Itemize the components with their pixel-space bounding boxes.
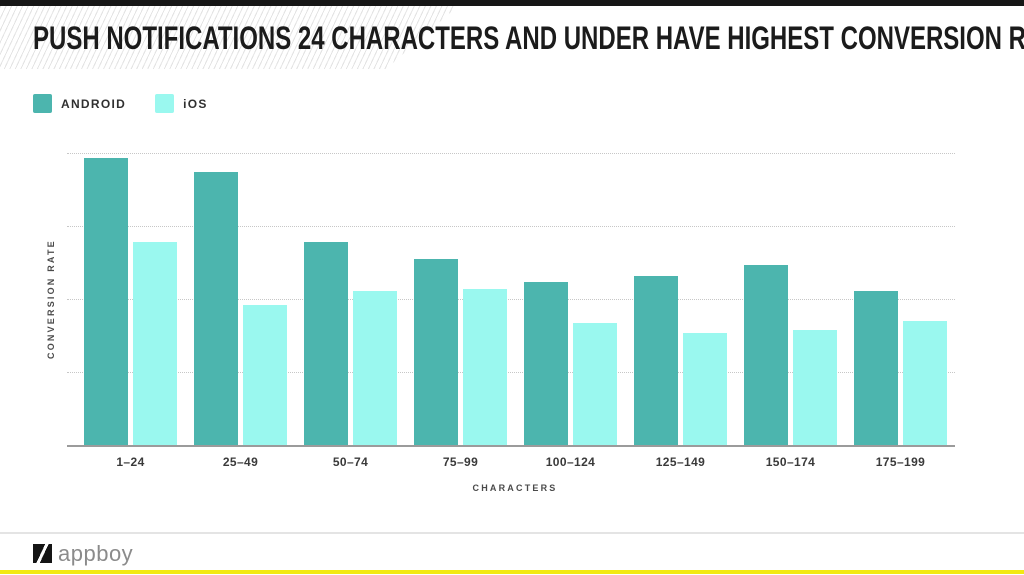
bar-android-175–199 [854,291,898,445]
bar-ios-175–199 [903,321,947,445]
bar-series-container: 1–24 25–49 50–74 75–99 100–124 125–149 150–174… [84,158,947,469]
x-tick-label: 125–149 [655,455,706,469]
bar-android-100–124 [524,282,568,445]
ios-color-swatch [155,94,175,113]
bar-group-1–24: 1–24 [84,158,177,469]
x-tick-label: 150–174 [765,455,816,469]
footer-divider [0,532,1024,534]
bar-ios-1–24 [133,242,177,445]
brand-logo: appboy [33,541,134,566]
gridline-3 [67,226,955,227]
appboy-slash-logo-icon [33,544,52,563]
bar-group-175–199: 175–199 [854,291,947,469]
brand-name: appboy [58,541,134,566]
bar-group-50–74: 50–74 [304,242,397,469]
bar-ios-100–124 [573,323,617,445]
gridline-4 [67,153,955,154]
x-tick-label: 1–24 [116,455,145,469]
plot-area: 1–24 25–49 50–74 75–99 100–124 125–149 150–174… [67,153,955,469]
bottom-yellow-accent-bar [0,570,1024,574]
bar-group-125–149: 125–149 [634,276,727,469]
legend-item-android: ANDROID [33,94,126,113]
gridline-1 [67,372,955,373]
x-axis-line [67,445,955,447]
chart-legend: ANDROID iOS [33,94,237,113]
bar-ios-125–149 [683,333,727,445]
x-tick-label: 25–49 [222,455,259,469]
diagonal-hatch-decoration [0,6,458,69]
bar-android-50–74 [304,242,348,445]
y-axis-label: CONVERSION RATE [46,239,56,359]
bar-group-25–49: 25–49 [194,172,287,469]
android-color-swatch [33,94,52,113]
bar-group-75–99: 75–99 [414,259,507,469]
bar-group-100–124: 100–124 [524,282,617,469]
page-title: PUSH NOTIFICATIONS 24 CHARACTERS AND UND… [33,20,1024,56]
bar-group-150–174: 150–174 [744,265,837,469]
top-black-bar [0,0,1024,6]
bar-android-125–149 [634,276,678,445]
bar-android-1–24 [84,158,128,445]
x-axis-label: CHARACTERS [472,483,558,493]
gridline-2 [67,299,955,300]
x-tick-label: 175–199 [875,455,926,469]
bar-ios-75–99 [463,289,507,445]
bar-ios-25–49 [243,305,287,445]
x-tick-label: 50–74 [332,455,369,469]
bar-android-25–49 [194,172,238,445]
bar-ios-150–174 [793,330,837,445]
legend-item-ios: iOS [155,94,208,113]
bar-android-150–174 [744,265,788,445]
bar-ios-50–74 [353,291,397,445]
x-tick-label: 75–99 [442,455,479,469]
legend-label-ios: iOS [183,96,208,111]
x-tick-label: 100–124 [545,455,596,469]
legend-label-android: ANDROID [61,96,127,111]
bar-android-75–99 [414,259,458,445]
